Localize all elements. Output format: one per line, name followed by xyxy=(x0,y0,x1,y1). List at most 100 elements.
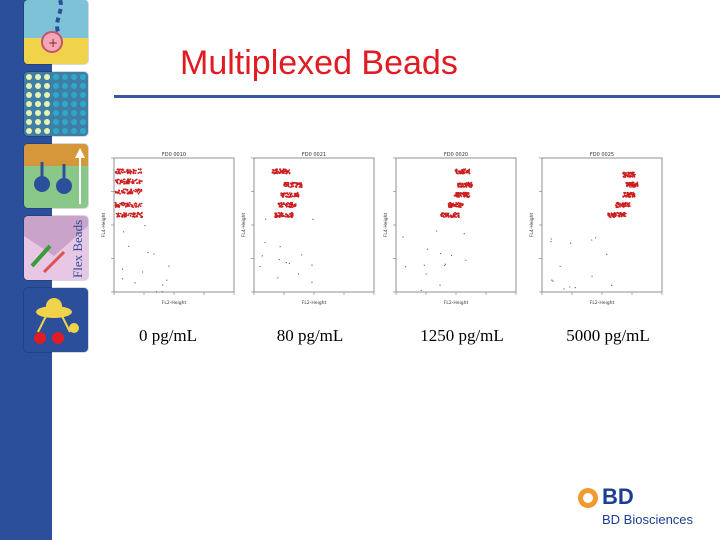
data-point xyxy=(125,212,128,215)
data-point xyxy=(282,193,285,196)
data-point xyxy=(289,214,292,217)
data-point xyxy=(296,183,299,186)
flex-beads-illustration: Flex Beads xyxy=(24,220,88,280)
data-point xyxy=(119,172,121,175)
tile-reader-image xyxy=(24,288,88,352)
background-event xyxy=(288,262,290,264)
data-point xyxy=(284,170,287,173)
data-point xyxy=(296,192,299,195)
data-point xyxy=(137,172,140,174)
bead-dot xyxy=(62,119,68,125)
background-event xyxy=(444,263,446,265)
background-event xyxy=(570,242,572,244)
bead-dot xyxy=(80,110,86,116)
bead-dot xyxy=(26,119,32,125)
data-point xyxy=(636,181,639,184)
data-point xyxy=(134,179,137,182)
data-point xyxy=(126,180,129,183)
data-point xyxy=(452,202,455,205)
data-point xyxy=(129,172,132,175)
data-point xyxy=(621,202,624,205)
capture-illustration xyxy=(24,144,88,204)
data-point xyxy=(457,183,459,186)
background-event xyxy=(436,230,438,232)
data-point xyxy=(462,168,465,171)
data-point xyxy=(132,171,135,174)
data-point xyxy=(291,185,294,187)
bead-dot xyxy=(35,119,41,125)
data-point xyxy=(284,215,287,218)
data-point xyxy=(633,184,636,187)
data-point xyxy=(621,205,624,207)
data-point xyxy=(289,182,292,185)
data-point xyxy=(273,172,276,175)
data-point xyxy=(441,213,444,216)
data-point xyxy=(617,201,619,204)
data-point xyxy=(626,203,629,206)
y-axis-label: FL4-Height xyxy=(529,213,535,238)
data-point xyxy=(127,181,130,184)
bead-grid-illustration xyxy=(26,74,86,134)
data-point xyxy=(133,215,135,218)
bead-dot xyxy=(71,119,77,125)
background-event xyxy=(168,265,170,267)
reader-illustration xyxy=(34,298,79,344)
bead-dot xyxy=(35,110,41,116)
data-point xyxy=(121,190,123,193)
data-point xyxy=(446,212,449,215)
data-point xyxy=(134,190,137,193)
data-point xyxy=(271,171,274,174)
bead-dot xyxy=(44,110,50,116)
data-point xyxy=(615,206,618,208)
background-event xyxy=(264,242,266,244)
data-point xyxy=(132,212,135,214)
data-point xyxy=(626,185,628,188)
data-point xyxy=(114,201,117,204)
data-point xyxy=(460,195,463,198)
data-point xyxy=(123,180,126,183)
x-axis-label: FL2-Height xyxy=(444,300,469,306)
x-axis-label: FL2-Height xyxy=(162,300,187,306)
data-point xyxy=(463,185,466,188)
data-point xyxy=(615,204,618,207)
data-point xyxy=(466,194,469,197)
data-point xyxy=(128,190,131,193)
scatter-plot-1: FD0 0010 FL2-Height FL4-Height xyxy=(100,148,240,318)
data-point xyxy=(138,204,140,207)
data-point xyxy=(121,214,124,216)
bead-dot xyxy=(80,92,86,98)
data-point xyxy=(130,181,133,183)
data-point xyxy=(126,192,129,195)
data-point xyxy=(468,170,470,173)
data-point xyxy=(124,205,127,208)
data-point xyxy=(468,172,471,175)
data-point xyxy=(624,195,627,197)
data-point xyxy=(282,172,285,174)
data-point xyxy=(126,189,129,192)
bead-dot xyxy=(53,119,59,125)
data-point xyxy=(624,201,627,204)
data-point xyxy=(445,212,447,215)
data-point xyxy=(454,213,456,216)
data-point xyxy=(468,183,471,186)
data-point xyxy=(126,168,129,171)
data-point xyxy=(455,169,458,172)
background-event xyxy=(591,239,593,241)
data-point xyxy=(620,212,623,215)
data-point xyxy=(285,183,288,186)
data-point xyxy=(140,211,143,214)
data-point xyxy=(122,201,125,204)
concentration-label-3: 1250 pg/mL xyxy=(420,326,504,345)
data-point xyxy=(459,185,462,188)
data-point xyxy=(457,172,459,175)
data-point xyxy=(620,215,623,218)
data-point xyxy=(132,182,135,184)
background-event xyxy=(569,286,571,288)
data-point xyxy=(135,205,138,208)
bead-dot xyxy=(44,128,50,134)
scatter-plot-3: FD0 0020 FL2-Height FL4-Height xyxy=(382,148,522,318)
data-point xyxy=(623,171,626,174)
bead-dot xyxy=(44,92,50,98)
data-point xyxy=(632,191,635,194)
background-event xyxy=(153,253,155,255)
